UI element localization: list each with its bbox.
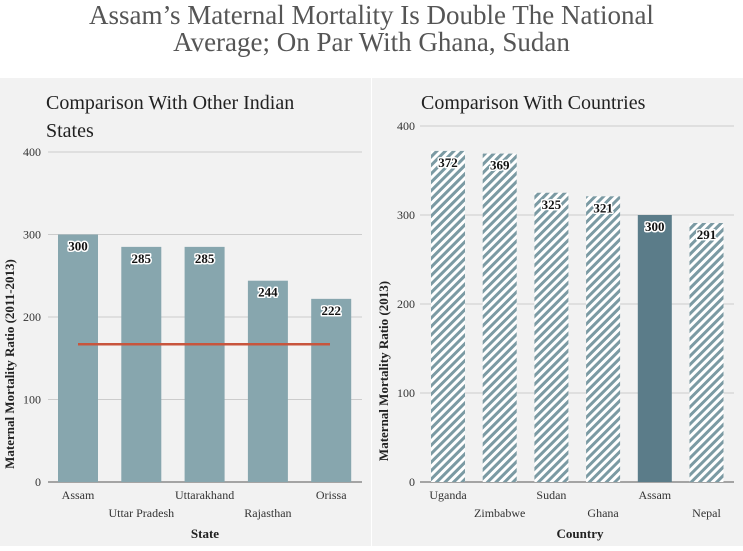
countries-bar (586, 196, 621, 482)
countries-y-tick-label: 400 (397, 119, 415, 133)
countries-y-tick-label: 100 (397, 386, 415, 400)
states-data-label: 222 (321, 303, 341, 318)
countries-data-label: 369 (490, 158, 510, 173)
states-data-label: 285 (132, 251, 152, 266)
page-title-line-1: Assam’s Maternal Mortality Is Double The… (89, 0, 654, 30)
states-y-tick-label: 200 (23, 310, 41, 324)
states-x-axis-label: State (191, 526, 219, 541)
states-bar (58, 234, 98, 482)
countries-bar (431, 150, 465, 483)
states-bar (184, 246, 225, 482)
states-y-tick-label: 400 (23, 145, 41, 159)
states-category-label: Orissa (316, 488, 347, 502)
countries-category-label: Uganda (429, 488, 467, 502)
states-chart-title-line-1: Comparison With Other Indian (46, 92, 294, 114)
states-y-axis-label: Maternal Mortality Ratio (2011-2013) (2, 259, 17, 469)
states-data-label: 300 (68, 239, 88, 254)
states-y-tick-label: 100 (23, 393, 41, 407)
states-chart-title-line-2: States (46, 120, 94, 142)
states-category-label: Uttar Pradesh (108, 506, 174, 520)
states-data-label: 285 (195, 251, 215, 266)
countries-x-axis-label: Country (557, 526, 604, 541)
countries-y-tick-label: 300 (397, 208, 415, 222)
states-category-label: Uttarakhand (175, 488, 234, 502)
countries-y-tick-label: 0 (409, 475, 415, 489)
countries-data-label: 372 (438, 155, 458, 170)
page-title: Assam’s Maternal Mortality Is Double The… (0, 2, 743, 56)
countries-category-label: Assam (638, 488, 671, 502)
countries-bar (637, 215, 672, 482)
countries-bar (482, 153, 517, 482)
states-bar (311, 298, 352, 482)
countries-y-axis-label: Maternal Mortality Ratio (2013) (376, 281, 391, 461)
countries-bar (534, 192, 569, 482)
states-bar (247, 280, 288, 482)
countries-category-label: Zimbabwe (474, 506, 525, 520)
states-y-tick-label: 0 (35, 475, 41, 489)
countries-data-label: 300 (645, 219, 665, 234)
countries-data-label: 325 (542, 197, 562, 212)
states-category-label: Assam (62, 488, 95, 502)
states-category-label: Rajasthan (244, 506, 291, 520)
states-data-label: 244 (258, 285, 278, 300)
page-title-line-2: Average; On Par With Ghana, Sudan (173, 27, 570, 57)
countries-chart: Comparison With Countries Maternal Morta… (376, 92, 734, 541)
states-y-tick-label: 300 (23, 228, 41, 242)
countries-data-label: 291 (697, 227, 717, 242)
countries-y-tick-label: 200 (397, 297, 415, 311)
countries-data-label: 321 (593, 200, 613, 215)
countries-chart-panel: Comparison With Countries Maternal Morta… (372, 78, 743, 546)
countries-category-label: Sudan (536, 488, 566, 502)
countries-bar (689, 223, 724, 482)
states-chart-panel: Comparison With Other Indian States Mate… (0, 78, 371, 546)
countries-category-label: Nepal (692, 506, 721, 520)
states-chart: Comparison With Other Indian States Mate… (2, 92, 362, 541)
countries-chart-title: Comparison With Countries (421, 92, 646, 114)
countries-category-label: Ghana (587, 506, 619, 520)
states-bar (121, 246, 162, 482)
